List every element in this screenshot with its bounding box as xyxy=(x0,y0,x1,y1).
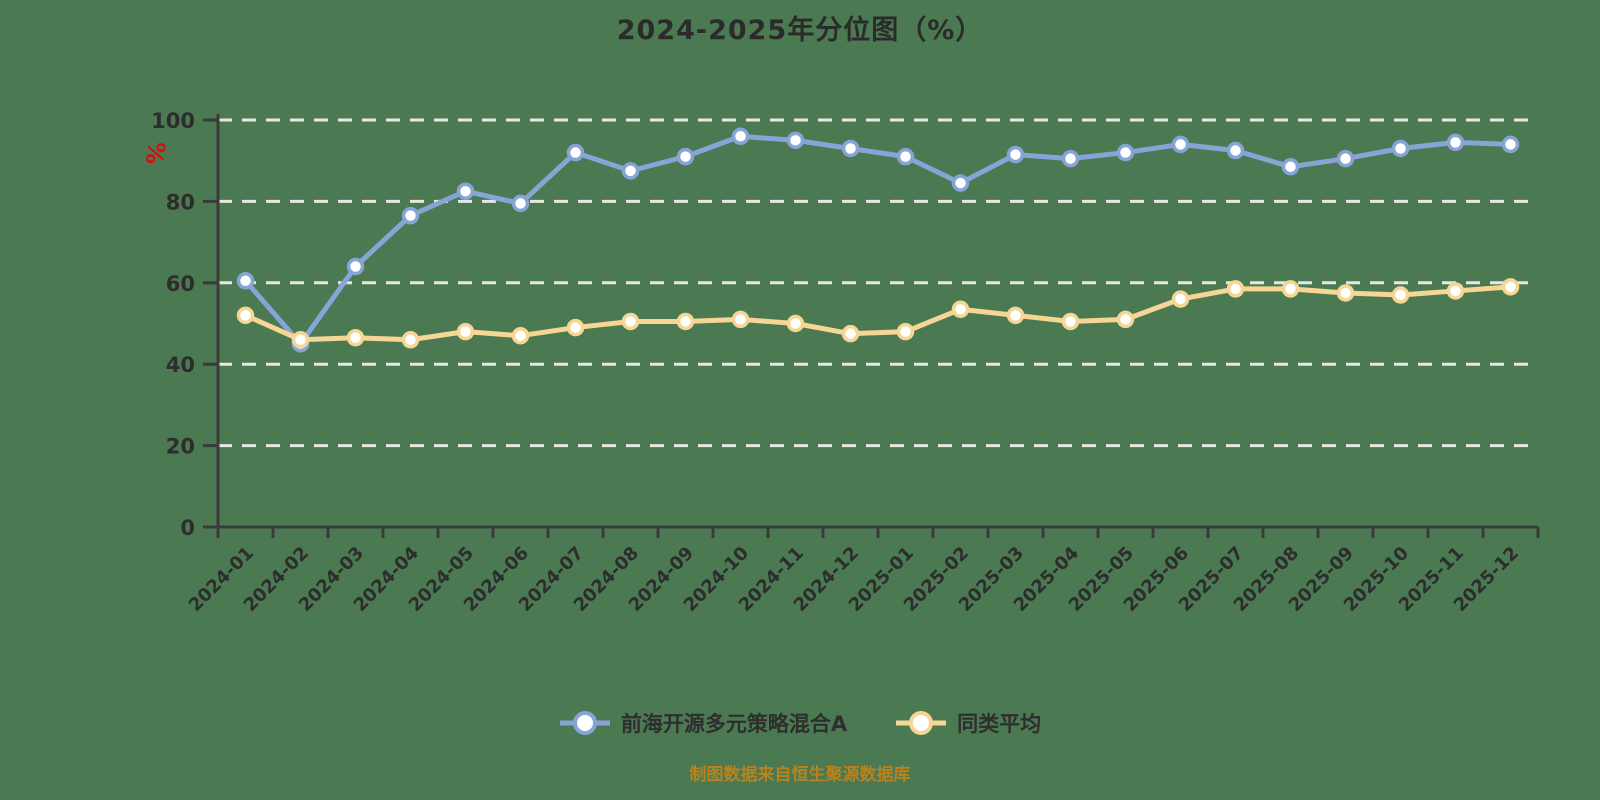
legend-marker-average xyxy=(896,711,947,735)
data-point[interactable] xyxy=(1281,280,1300,298)
data-point[interactable] xyxy=(786,314,805,333)
data-point[interactable] xyxy=(841,139,860,158)
data-point[interactable] xyxy=(236,306,255,325)
data-point[interactable] xyxy=(1446,133,1465,152)
data-point[interactable] xyxy=(1281,158,1300,176)
data-point[interactable] xyxy=(1171,135,1190,154)
data-point[interactable] xyxy=(401,331,420,349)
legend-label-average: 同类平均 xyxy=(957,712,1042,736)
legend-label-fund: 前海开源多元策略混合A xyxy=(620,712,848,736)
data-point[interactable] xyxy=(786,131,805,150)
y-tick-label: 80 xyxy=(166,190,195,214)
data-point[interactable] xyxy=(1336,149,1355,168)
data-point[interactable] xyxy=(731,310,750,329)
legend-item-fund[interactable]: 前海开源多元策略混合A xyxy=(559,708,847,738)
y-tick-label: 20 xyxy=(166,435,195,459)
data-point[interactable] xyxy=(621,312,640,331)
data-point[interactable] xyxy=(346,328,365,347)
legend-circle xyxy=(909,711,934,735)
series-line-0 xyxy=(243,133,1513,347)
data-point[interactable] xyxy=(896,322,915,341)
data-point[interactable] xyxy=(1391,139,1410,158)
legend: 前海开源多元策略混合A 同类平均 xyxy=(0,708,1600,738)
data-point[interactable] xyxy=(621,162,640,180)
y-tick-label: 0 xyxy=(180,516,195,540)
data-point[interactable] xyxy=(1116,143,1135,162)
data-point[interactable] xyxy=(1501,135,1520,154)
data-point[interactable] xyxy=(1226,141,1245,160)
legend-circle xyxy=(572,711,597,735)
data-point[interactable] xyxy=(1116,310,1135,329)
legend-marker-fund xyxy=(559,711,610,735)
data-point[interactable] xyxy=(1061,149,1080,168)
data-point[interactable] xyxy=(1501,278,1520,296)
y-tick-label: 60 xyxy=(166,272,195,296)
data-point[interactable] xyxy=(456,322,475,341)
data-point[interactable] xyxy=(1446,282,1465,300)
legend-item-average[interactable]: 同类平均 xyxy=(895,708,1041,738)
data-point[interactable] xyxy=(951,300,970,319)
data-point[interactable] xyxy=(236,272,255,290)
data-point[interactable] xyxy=(1171,290,1190,308)
data-point[interactable] xyxy=(896,147,915,166)
y-tick-label: 40 xyxy=(166,353,195,377)
data-point[interactable] xyxy=(511,194,530,213)
data-point[interactable] xyxy=(346,257,365,276)
data-source-note: 制图数据来自恒生聚源数据库 xyxy=(689,765,911,785)
data-point[interactable] xyxy=(676,312,695,331)
data-point[interactable] xyxy=(1006,306,1025,325)
data-point[interactable] xyxy=(1391,286,1410,304)
data-point[interactable] xyxy=(291,331,310,349)
data-point[interactable] xyxy=(951,174,970,192)
data-point[interactable] xyxy=(456,182,475,200)
data-point[interactable] xyxy=(1006,145,1025,164)
data-point[interactable] xyxy=(1336,284,1355,302)
data-point[interactable] xyxy=(511,326,530,345)
data-point[interactable] xyxy=(1226,280,1245,298)
data-point[interactable] xyxy=(676,147,695,166)
data-point[interactable] xyxy=(566,318,585,337)
data-point[interactable] xyxy=(566,143,585,162)
data-point[interactable] xyxy=(841,324,860,343)
data-point[interactable] xyxy=(731,127,750,146)
data-point[interactable] xyxy=(401,206,420,225)
series-line-1 xyxy=(243,284,1513,343)
chart-title: 2024-2025年分位图（%） xyxy=(616,15,984,46)
y-tick-label: 100 xyxy=(151,109,195,133)
data-point[interactable] xyxy=(1061,312,1080,331)
